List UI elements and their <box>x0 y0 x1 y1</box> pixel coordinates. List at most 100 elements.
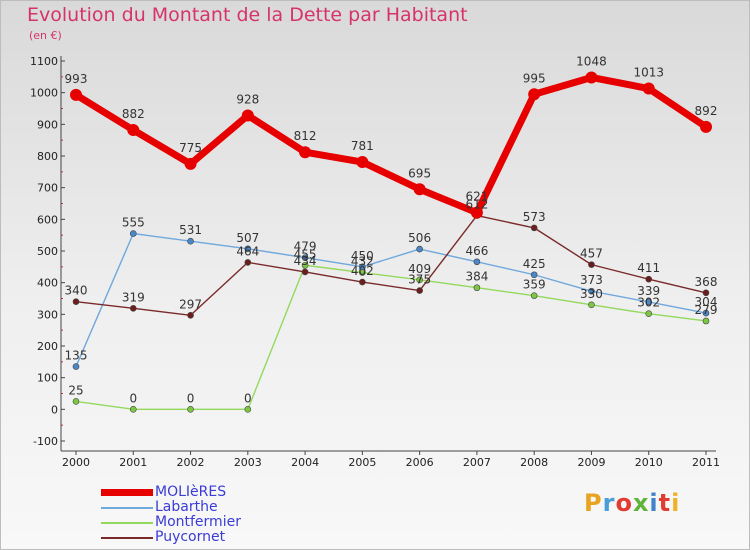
x-tick-label: 2003 <box>234 456 262 469</box>
x-tick-label: 2011 <box>692 456 720 469</box>
data-point <box>72 363 80 370</box>
data-point <box>473 258 481 266</box>
x-tick-label: 2009 <box>577 456 605 469</box>
legend-swatch <box>101 522 153 524</box>
data-label: 455 <box>294 247 317 261</box>
data-point <box>588 287 595 295</box>
data-point <box>528 88 541 101</box>
data-label: 373 <box>580 273 603 287</box>
data-point <box>473 284 481 292</box>
data-point <box>129 305 137 312</box>
y-tick-label: 500 <box>37 245 58 258</box>
y-tick-label: 100 <box>37 372 58 385</box>
data-point <box>301 254 309 261</box>
data-label: 995 <box>523 71 546 85</box>
data-label: 695 <box>408 166 431 180</box>
legend-label: MOLIèRES <box>155 484 227 500</box>
data-label: 402 <box>351 264 374 278</box>
x-tick-label: 2006 <box>406 456 434 469</box>
data-label: 0 <box>187 391 195 405</box>
data-label: 434 <box>294 254 317 268</box>
data-point <box>530 292 538 299</box>
data-point <box>301 261 309 269</box>
data-label: 432 <box>351 255 374 269</box>
logo-letter: i <box>671 489 681 517</box>
y-tick-label: 300 <box>37 308 58 321</box>
data-point <box>187 237 194 245</box>
data-point <box>416 276 423 284</box>
logo-letter: x <box>632 489 650 517</box>
data-point <box>72 298 80 305</box>
data-label: 340 <box>65 284 88 298</box>
data-label: 993 <box>65 72 88 86</box>
data-label: 621 <box>465 190 488 204</box>
data-label: 573 <box>523 210 546 224</box>
data-point <box>700 120 712 133</box>
series-line-labarthe <box>75 232 707 368</box>
data-point <box>244 406 252 413</box>
data-label: 464 <box>236 244 259 258</box>
legend-label: Montfermier <box>155 514 241 530</box>
data-point <box>359 269 366 276</box>
data-point <box>299 146 312 159</box>
logo-letter: i <box>649 489 659 517</box>
data-label: 507 <box>236 231 259 245</box>
data-point <box>127 124 140 137</box>
series-line-molières <box>72 73 710 217</box>
data-label: 409 <box>408 262 431 276</box>
data-point <box>359 278 366 286</box>
chart-title: Evolution du Montant de la Dette par Hab… <box>27 4 468 26</box>
data-point <box>244 245 252 253</box>
logo-letter: r <box>602 489 616 517</box>
legend-swatch <box>101 507 153 509</box>
data-label: 1048 <box>576 54 607 68</box>
data-label: 302 <box>637 296 660 310</box>
data-point <box>241 109 254 122</box>
data-point <box>645 310 653 318</box>
data-point <box>129 406 137 413</box>
logo-letter: t <box>658 489 672 517</box>
data-label: 892 <box>695 104 718 118</box>
data-label: 450 <box>351 249 374 263</box>
y-tick-label: 1000 <box>30 87 58 100</box>
series-line-puycornet <box>75 214 707 316</box>
series-line-montfermier <box>75 264 707 411</box>
data-label: 882 <box>122 107 145 121</box>
data-label: 555 <box>122 216 145 230</box>
legend-label: Puycornet <box>155 529 226 545</box>
data-label: 359 <box>523 278 546 292</box>
data-label: 0 <box>129 391 137 405</box>
y-tick-label: 200 <box>37 340 58 353</box>
data-point <box>301 268 309 276</box>
data-point <box>702 309 710 317</box>
x-tick-label: 2005 <box>348 456 376 469</box>
data-label: 135 <box>65 349 88 363</box>
data-label: 279 <box>695 303 718 317</box>
data-label: 775 <box>179 141 202 155</box>
data-point <box>470 206 483 219</box>
data-point <box>413 183 426 196</box>
data-point <box>184 157 197 170</box>
data-point <box>187 311 194 319</box>
x-tick-label: 2007 <box>463 456 491 469</box>
data-label: 297 <box>179 297 202 311</box>
data-point <box>416 245 423 253</box>
x-tick-label: 2008 <box>520 456 548 469</box>
data-point <box>702 317 710 325</box>
data-label: 368 <box>695 275 718 289</box>
data-label: 319 <box>122 290 145 304</box>
data-label: 25 <box>68 383 83 397</box>
data-label: 506 <box>408 231 431 245</box>
data-label: 1013 <box>633 66 664 80</box>
data-label: 330 <box>580 287 603 301</box>
data-label: 339 <box>637 284 660 298</box>
data-label: 457 <box>580 247 603 261</box>
data-label: 411 <box>637 261 660 275</box>
data-label: 781 <box>351 139 374 153</box>
x-tick-label: 2004 <box>291 456 319 469</box>
legend-swatch <box>101 489 153 496</box>
data-point <box>588 301 595 309</box>
y-tick-label: 600 <box>37 213 58 226</box>
